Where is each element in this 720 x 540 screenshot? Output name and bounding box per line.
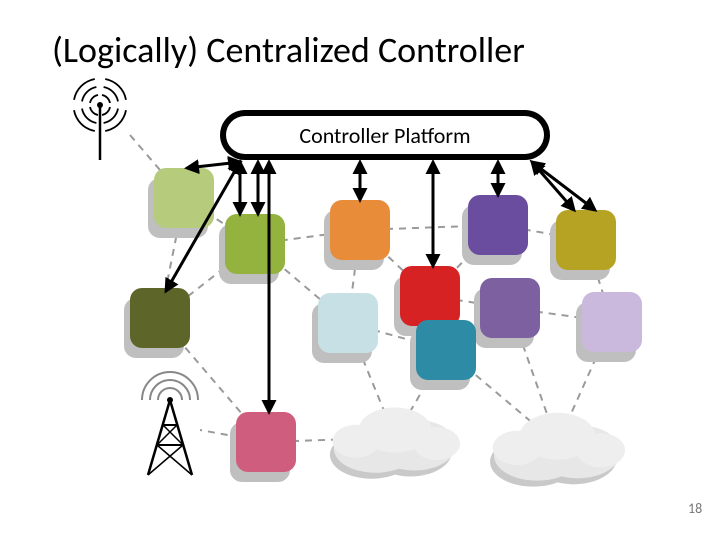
- control-arrow: [532, 162, 595, 210]
- control-arrow: [532, 162, 574, 210]
- arrows-to-controller-layer: [0, 0, 720, 540]
- control-arrow: [187, 162, 240, 168]
- page-number: 18: [688, 500, 702, 517]
- control-arrow: [166, 162, 240, 291]
